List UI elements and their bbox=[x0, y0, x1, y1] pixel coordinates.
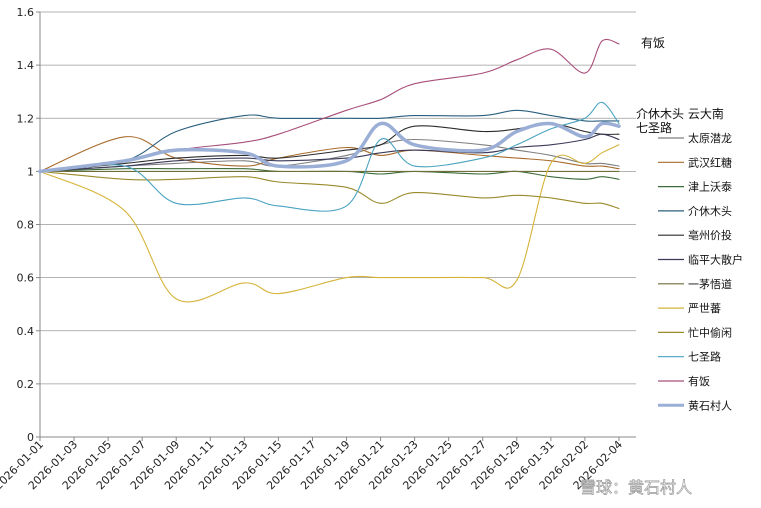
legend-label: 临平大散户 bbox=[688, 253, 743, 267]
y-tick-label: 0.2 bbox=[17, 378, 35, 391]
series-line-5 bbox=[39, 133, 620, 172]
series-line-4 bbox=[39, 123, 620, 172]
legend-label: 武汉红糖 bbox=[688, 155, 732, 169]
legend-label: 太原潜龙 bbox=[688, 131, 732, 145]
annotation-jiexiu-yundanan: 介休木头 云大南 bbox=[636, 106, 724, 121]
y-tick-label: 1.6 bbox=[17, 6, 35, 19]
series-line-11 bbox=[38, 121, 621, 174]
series-line-9 bbox=[39, 101, 620, 212]
legend-label: 忙中偷闲 bbox=[688, 325, 732, 339]
legend-label: 介休木头 bbox=[688, 205, 732, 218]
series-line-7 bbox=[39, 144, 620, 303]
legend-label: 黄石村人 bbox=[688, 398, 732, 412]
series-lines bbox=[38, 38, 621, 303]
annotation-youfan: 有饭 bbox=[641, 36, 665, 50]
y-tick-labels: 0 0.2 0.4 0.6 0.8 1 1.2 1.4 1.6 bbox=[17, 6, 40, 444]
series-line-8 bbox=[39, 170, 620, 210]
legend-label: 亳州价投 bbox=[688, 228, 732, 242]
y-tick-label: 1.2 bbox=[17, 112, 35, 125]
watermark: 雪球：黄石村人 bbox=[580, 478, 692, 497]
y-tick-label: 0.4 bbox=[17, 325, 35, 338]
series-line-2 bbox=[39, 167, 620, 180]
legend-label: 一茅悟道 bbox=[688, 277, 732, 291]
y-tick-label: 0.6 bbox=[17, 272, 35, 285]
legend-label: 有饭 bbox=[688, 374, 710, 388]
legend: 太原潜龙武汉红糖津上沃泰介休木头亳州价投临平大散户一茅悟道严世蕃忙中偷闲七圣路有… bbox=[658, 131, 743, 412]
series-line-10 bbox=[39, 38, 620, 172]
x-tick-labels: 2026-01-012026-01-032026-01-052026-01-07… bbox=[0, 437, 625, 492]
y-tick-label: 1 bbox=[27, 165, 34, 178]
y-tick-label: 0.8 bbox=[17, 219, 35, 232]
legend-label: 严世蕃 bbox=[688, 302, 721, 315]
legend-label: 七圣路 bbox=[688, 351, 721, 364]
annotation-qishenglu: 七圣路 bbox=[636, 120, 672, 135]
y-tick-label: 0 bbox=[27, 431, 34, 444]
y-tick-label: 1.4 bbox=[17, 59, 35, 72]
legend-label: 津上沃泰 bbox=[688, 180, 732, 194]
